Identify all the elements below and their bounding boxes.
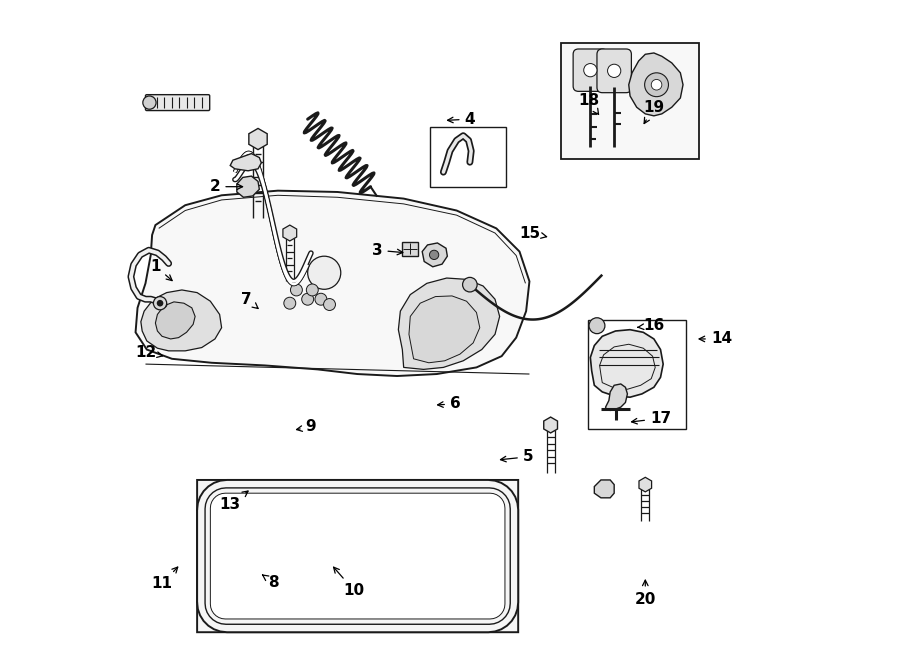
Text: 9: 9 [297,420,316,434]
Polygon shape [248,128,267,150]
FancyBboxPatch shape [401,242,418,256]
Polygon shape [156,302,195,339]
Polygon shape [197,480,518,632]
Circle shape [315,293,327,305]
Circle shape [652,79,662,90]
Circle shape [463,277,477,292]
Circle shape [589,318,605,334]
Polygon shape [136,191,529,376]
Polygon shape [283,225,297,241]
Polygon shape [606,384,627,410]
Text: 10: 10 [334,567,364,598]
Polygon shape [230,154,261,171]
Text: 2: 2 [210,179,243,194]
Text: 19: 19 [644,100,664,124]
Text: 16: 16 [637,318,664,333]
Text: 14: 14 [699,332,732,346]
Polygon shape [594,480,614,498]
Circle shape [324,299,336,310]
Circle shape [584,64,597,77]
Circle shape [644,73,669,97]
FancyBboxPatch shape [597,49,632,93]
Text: 6: 6 [437,397,461,411]
Text: 5: 5 [500,449,534,464]
Text: 20: 20 [634,580,656,606]
Circle shape [306,284,319,296]
Polygon shape [409,296,480,363]
Circle shape [291,284,302,296]
Text: 18: 18 [579,93,599,115]
Polygon shape [422,243,447,267]
FancyBboxPatch shape [562,43,699,159]
FancyBboxPatch shape [146,95,210,111]
FancyBboxPatch shape [197,480,518,632]
Text: 8: 8 [263,575,279,590]
Circle shape [143,96,156,109]
Text: 11: 11 [151,567,177,591]
Text: 7: 7 [241,292,258,308]
Text: 15: 15 [519,226,546,240]
Text: 4: 4 [447,112,475,126]
Circle shape [157,300,164,307]
Polygon shape [237,176,259,197]
Text: 12: 12 [135,345,163,359]
Polygon shape [590,330,663,397]
Circle shape [429,250,438,260]
Text: 3: 3 [372,243,403,258]
Text: 13: 13 [220,491,248,512]
Circle shape [608,64,621,77]
Polygon shape [399,278,500,369]
Text: 17: 17 [632,411,671,426]
Circle shape [308,256,341,289]
Polygon shape [639,477,652,492]
Circle shape [153,297,166,310]
Polygon shape [629,53,683,116]
Circle shape [284,297,296,309]
Text: 1: 1 [150,259,172,281]
Polygon shape [140,290,221,351]
Polygon shape [211,493,505,619]
FancyBboxPatch shape [573,49,608,91]
Polygon shape [544,417,557,433]
Circle shape [302,293,313,305]
